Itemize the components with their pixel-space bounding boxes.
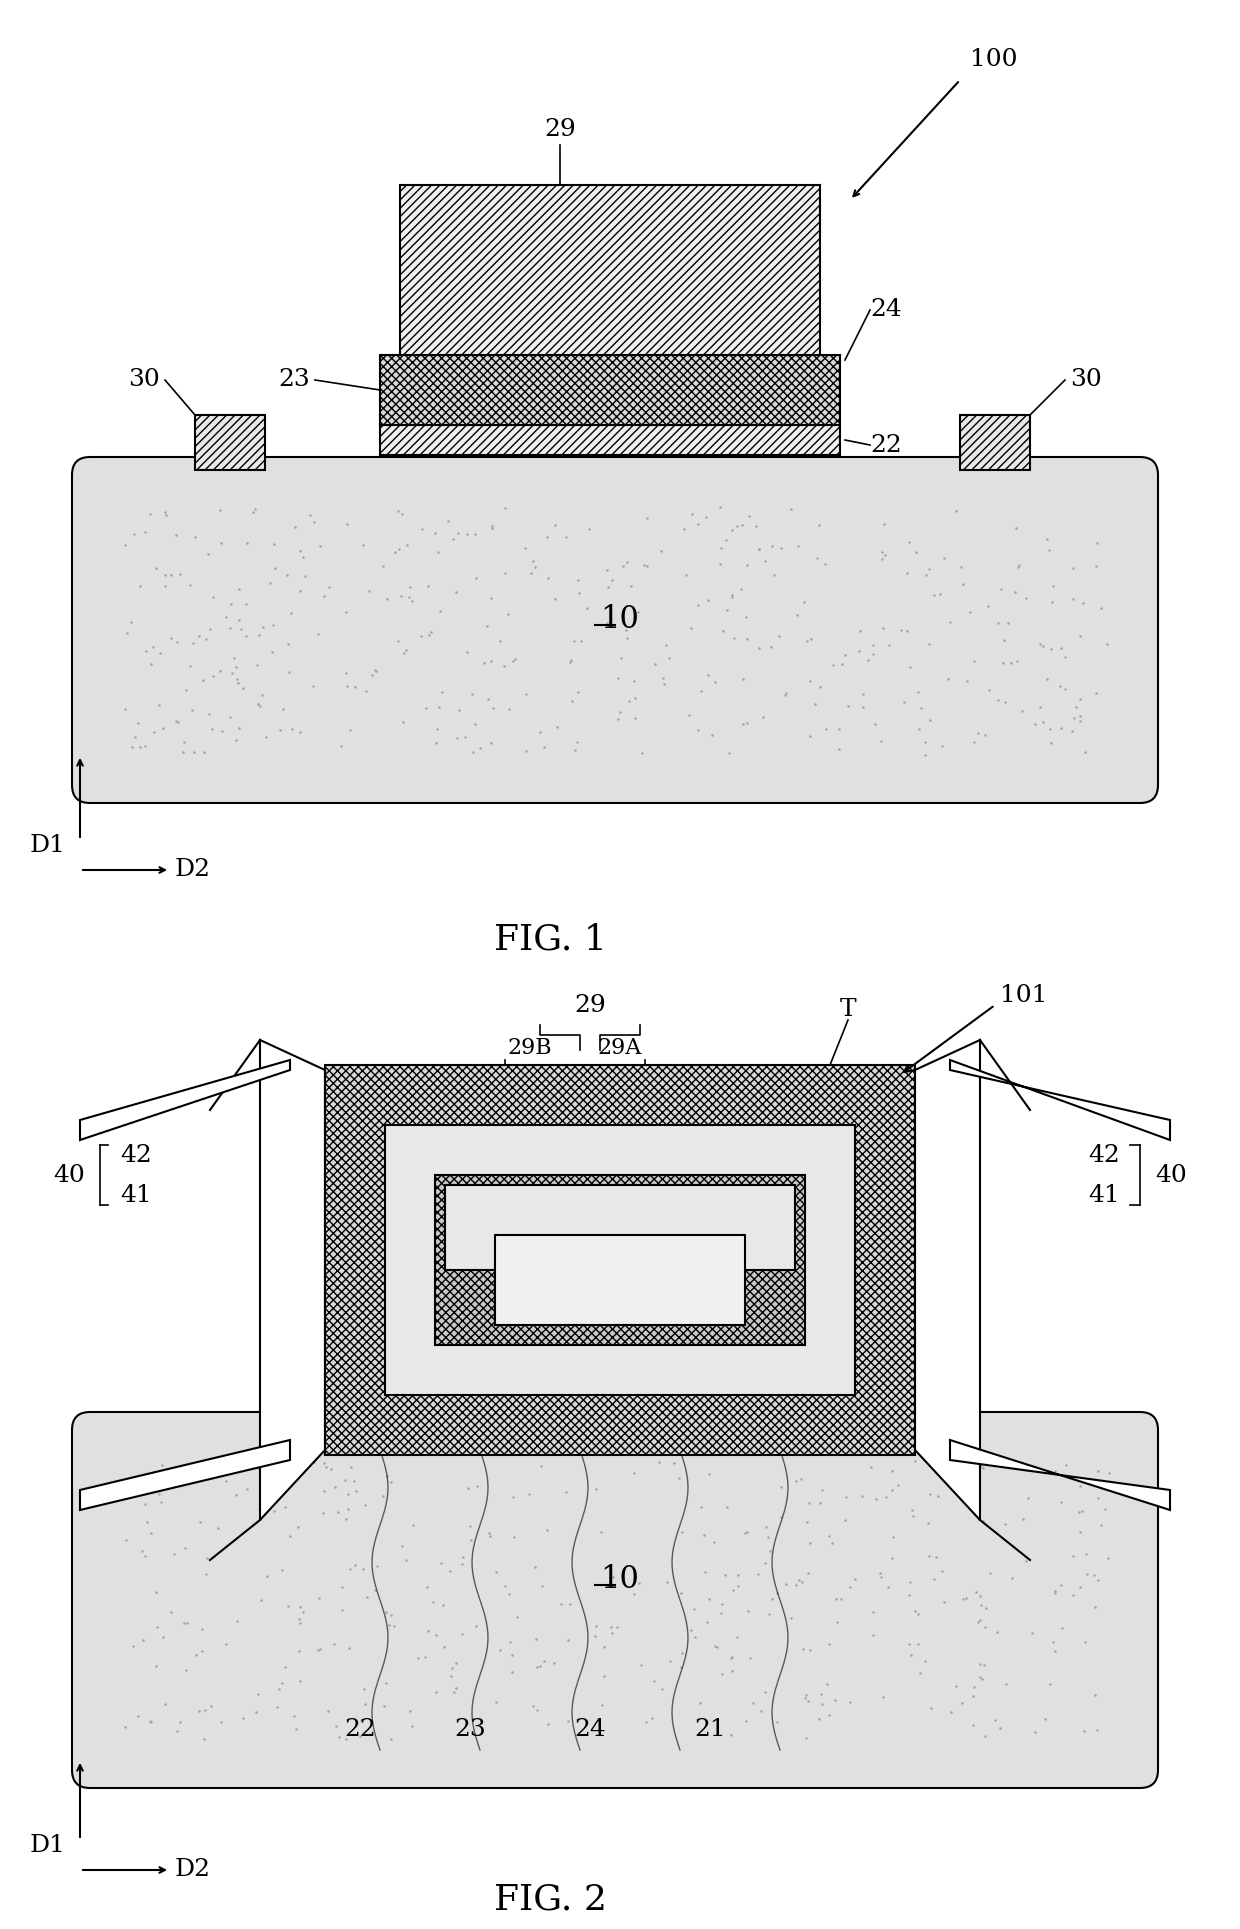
Text: D2: D2 <box>175 1858 211 1881</box>
Text: 40: 40 <box>53 1163 86 1186</box>
Text: 29B: 29B <box>507 1038 552 1059</box>
Polygon shape <box>81 1061 290 1140</box>
Text: 100: 100 <box>970 48 1018 71</box>
FancyBboxPatch shape <box>72 457 1158 802</box>
Text: FIG. 2: FIG. 2 <box>494 1883 606 1917</box>
Polygon shape <box>950 1061 1171 1140</box>
Text: 22: 22 <box>345 1719 376 1742</box>
Text: 29: 29 <box>574 993 606 1017</box>
FancyBboxPatch shape <box>960 415 1030 471</box>
Text: 23: 23 <box>278 368 310 392</box>
Text: 24: 24 <box>870 299 901 322</box>
Text: 10: 10 <box>600 604 640 635</box>
Text: 42: 42 <box>1089 1144 1120 1167</box>
Text: 29A: 29A <box>598 1038 642 1059</box>
Polygon shape <box>950 1441 1171 1510</box>
FancyBboxPatch shape <box>72 1412 1158 1788</box>
Polygon shape <box>260 1040 325 1520</box>
Text: 22: 22 <box>870 434 901 457</box>
Polygon shape <box>915 1040 980 1520</box>
Bar <box>384 1125 856 1395</box>
Text: 41: 41 <box>1089 1184 1120 1206</box>
Text: 10: 10 <box>600 1564 640 1595</box>
Text: T: T <box>839 999 857 1022</box>
Text: 30: 30 <box>1070 368 1102 392</box>
FancyBboxPatch shape <box>325 1065 915 1454</box>
Text: 21: 21 <box>694 1719 725 1742</box>
FancyBboxPatch shape <box>401 185 820 355</box>
FancyBboxPatch shape <box>379 424 839 455</box>
Text: 41: 41 <box>120 1184 151 1206</box>
Text: D1: D1 <box>29 1833 64 1856</box>
Bar <box>445 1184 795 1269</box>
Text: D1: D1 <box>29 833 64 856</box>
Polygon shape <box>81 1441 290 1510</box>
Text: 29: 29 <box>544 118 575 141</box>
Text: 40: 40 <box>1154 1163 1187 1186</box>
Text: 42: 42 <box>120 1144 151 1167</box>
Text: 101: 101 <box>999 984 1048 1007</box>
Text: 30: 30 <box>128 368 160 392</box>
Text: FIG. 1: FIG. 1 <box>494 922 606 957</box>
Text: D2: D2 <box>175 858 211 882</box>
Text: 23: 23 <box>454 1719 486 1742</box>
FancyBboxPatch shape <box>195 415 265 471</box>
Text: 24: 24 <box>574 1719 606 1742</box>
FancyBboxPatch shape <box>379 355 839 424</box>
Bar <box>495 1235 745 1325</box>
FancyBboxPatch shape <box>435 1175 805 1345</box>
